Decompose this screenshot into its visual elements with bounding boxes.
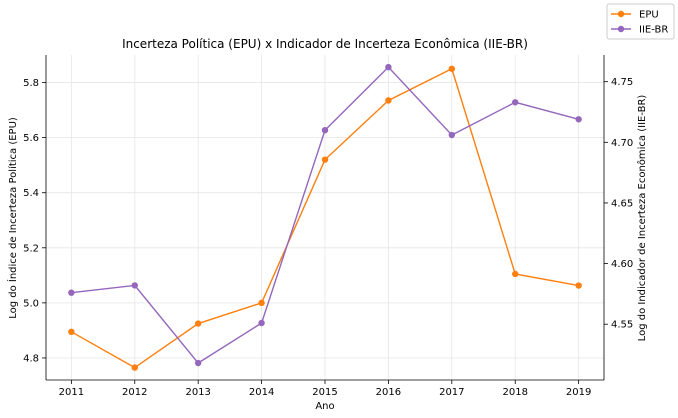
- data-point-iie-br: [194, 359, 202, 367]
- y-right-tick-label: 4.55: [611, 320, 633, 331]
- y-left-tick-label: 5.0: [23, 298, 39, 309]
- data-point-epu: [448, 65, 456, 72]
- legend: EPU IIE-BR: [606, 3, 675, 40]
- chart-title: Incerteza Política (EPU) x Indicador de …: [122, 37, 528, 51]
- x-tick-label: 2014: [249, 387, 274, 398]
- legend-marker-iie-br: [617, 25, 625, 33]
- data-point-epu: [68, 328, 75, 336]
- y-left-tick-label: 5.6: [23, 133, 39, 144]
- y-left-tick-label: 5.4: [23, 188, 39, 199]
- y-right-tick-label: 4.65: [611, 198, 633, 209]
- x-tick-label: 2015: [312, 387, 337, 398]
- legend-marker-epu: [617, 10, 625, 18]
- series-layer: [68, 63, 582, 371]
- x-tick-label: 2011: [59, 387, 84, 398]
- legend-label-epu: EPU: [639, 10, 659, 21]
- y-left-tick-label: 5.8: [23, 78, 39, 89]
- x-tick-label: 2018: [503, 387, 528, 398]
- x-tick-label: 2013: [185, 387, 210, 398]
- data-point-iie-br: [321, 126, 329, 134]
- grid-lines: [46, 55, 604, 380]
- y-left-tick-label: 4.8: [23, 353, 39, 364]
- y-left-tick-label: 5.2: [23, 243, 39, 254]
- data-point-iie-br: [512, 99, 519, 106]
- data-point-iie-br: [258, 319, 265, 327]
- x-tick-label: 2012: [122, 387, 147, 398]
- data-point-iie-br: [131, 282, 138, 289]
- data-point-epu: [321, 156, 329, 163]
- x-tick-label: 2016: [376, 387, 401, 398]
- data-point-epu: [258, 299, 265, 307]
- y-right-tick-label: 4.70: [611, 138, 633, 149]
- y-right-tick-label: 4.75: [611, 77, 633, 88]
- data-point-epu: [131, 364, 138, 371]
- y-axis-right-title: Log do Indicador de Incerteza Econômica …: [636, 95, 648, 342]
- data-point-iie-br: [448, 131, 456, 139]
- data-point-iie-br: [385, 63, 392, 71]
- y-axis-left-title: Log do Índice de Incerteza Política (EPU…: [6, 117, 19, 319]
- legend-label-iie-br: IIE-BR: [639, 25, 668, 36]
- y-right-tick-label: 4.60: [611, 259, 633, 270]
- x-tick-label: 2017: [439, 387, 464, 398]
- data-point-iie-br: [575, 116, 582, 123]
- x-axis-title: Ano: [315, 401, 334, 412]
- data-point-epu: [575, 282, 582, 289]
- data-point-epu: [512, 270, 519, 278]
- x-tick-label: 2019: [566, 387, 591, 398]
- data-point-iie-br: [68, 289, 75, 296]
- axes: 2011 2012 2013 2014 2015 2016 2017 2018 2019 4.8 5…: [23, 55, 633, 398]
- data-point-epu: [385, 97, 392, 104]
- data-point-epu: [194, 320, 202, 327]
